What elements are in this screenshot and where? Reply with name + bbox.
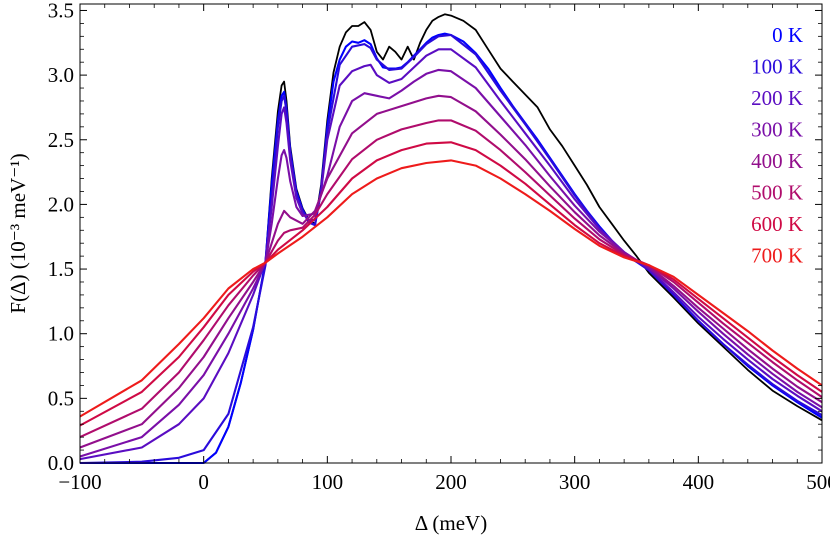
legend-entry: 700 K [751,244,803,268]
x-axis-label: Δ (meV) [415,511,487,535]
series-line-5 [79,94,823,449]
x-tick-label: 300 [559,470,591,494]
series-line-6 [79,119,823,439]
y-tick-label: 0.5 [48,386,74,410]
legend-entry: 0 K [772,23,803,47]
series-line-4 [79,68,823,458]
x-tick-label: 200 [435,470,467,494]
x-tick-label: 0 [198,470,209,494]
y-tick-label: 2.5 [48,128,74,152]
series-line-3 [79,48,823,461]
series-line-0 [80,13,823,464]
axis-ticks: −100 0 100 200 300 400 500 0.0 0.5 1.0 1.5 2.0 2.5 3.… [48,0,830,494]
series-line-8 [79,159,823,418]
plot-frame [79,3,823,464]
legend-entry: 400 K [751,149,803,173]
y-tick-label: 1.0 [48,322,74,346]
legend-entry: 100 K [751,55,803,79]
y-tick-label: 2.0 [48,192,74,216]
y-axis-label: F(Δ) (10⁻³ meV⁻¹) [6,153,30,313]
series-line-7 [79,141,823,427]
series-layer [79,13,823,465]
legend-entry: 600 K [751,212,803,236]
legend-entry: 500 K [751,181,803,205]
x-tick-label: 400 [683,470,715,494]
y-tick-label: 1.5 [48,257,74,281]
x-tick-label: −100 [58,470,101,494]
x-tick-label: 500 [806,470,830,494]
y-tick-label: 0.0 [48,451,74,475]
legend-entry: 200 K [751,86,803,110]
y-tick-label: 3.0 [48,63,74,87]
legend-entry: 300 K [751,118,803,142]
x-tick-label: 100 [312,470,344,494]
legend: 0 K 100 K 200 K 300 K 400 K 500 K 600 K 700 K [751,23,803,268]
series-line-2 [79,33,823,465]
y-tick-label: 3.5 [48,0,74,22]
